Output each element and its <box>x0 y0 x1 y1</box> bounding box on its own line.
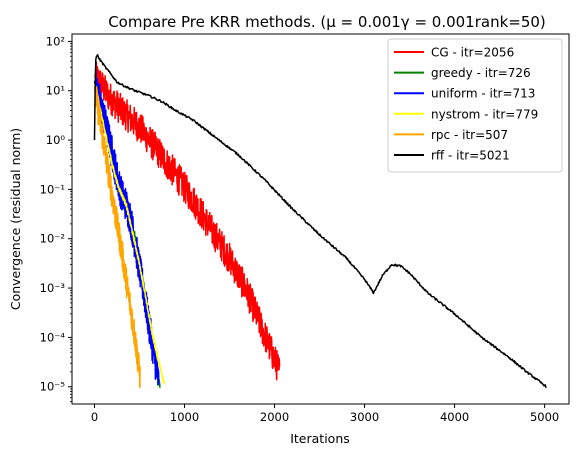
y-tick-label: 10⁻⁴ <box>40 330 66 344</box>
y-tick-label: 10⁻³ <box>40 281 66 295</box>
series-line <box>93 83 166 384</box>
plot-area <box>71 33 570 405</box>
x-tick-label: 3000 <box>350 410 379 424</box>
legend-label: rpc - itr=507 <box>431 128 508 142</box>
legend-label: CG - itr=2056 <box>431 46 514 60</box>
y-tick-label: 10² <box>46 34 65 48</box>
x-tick-label: 5000 <box>530 410 559 424</box>
legend-label: greedy - itr=726 <box>431 66 531 80</box>
series-lines <box>93 54 547 389</box>
series-line <box>93 54 547 389</box>
x-axis-ticks: 0 1000 2000 3000 4000 5000 <box>91 404 559 424</box>
x-tick-label: 0 <box>91 410 98 424</box>
x-tick-label: 4000 <box>440 410 469 424</box>
y-axis-label: Convergence (residual norm) <box>8 128 23 310</box>
y-tick-label: 10⁰ <box>46 133 66 147</box>
y-tick-label: 10⁻¹ <box>40 182 65 196</box>
x-axis-label: Iterations <box>290 431 350 446</box>
legend: CG - itr=2056 greedy - itr=726 uniform - i… <box>387 38 563 173</box>
x-tick-label: 1000 <box>170 410 199 424</box>
legend-label: rff - itr=5021 <box>431 149 510 163</box>
y-axis-ticks: 10² 10¹ 10⁰ 10⁻¹ 10⁻² 10⁻³ 10⁻⁴ 10⁻⁵ <box>40 34 72 402</box>
chart-title: Compare Pre KRR methods. (μ = 0.001γ = 0… <box>108 13 546 31</box>
legend-entries: CG - itr=2056 greedy - itr=726 uniform - i… <box>394 46 538 163</box>
y-tick-label: 10¹ <box>46 84 65 98</box>
plot-frame <box>71 33 570 405</box>
legend-label: nystrom - itr=779 <box>431 107 538 121</box>
series-line <box>93 61 281 381</box>
x-tick-label: 2000 <box>260 410 289 424</box>
y-tick-label: 10⁻⁵ <box>40 380 66 394</box>
y-tick-label: 10⁻² <box>40 232 65 246</box>
series-line <box>93 86 141 389</box>
legend-label: uniform - itr=713 <box>431 87 535 101</box>
legend-box <box>387 38 563 173</box>
